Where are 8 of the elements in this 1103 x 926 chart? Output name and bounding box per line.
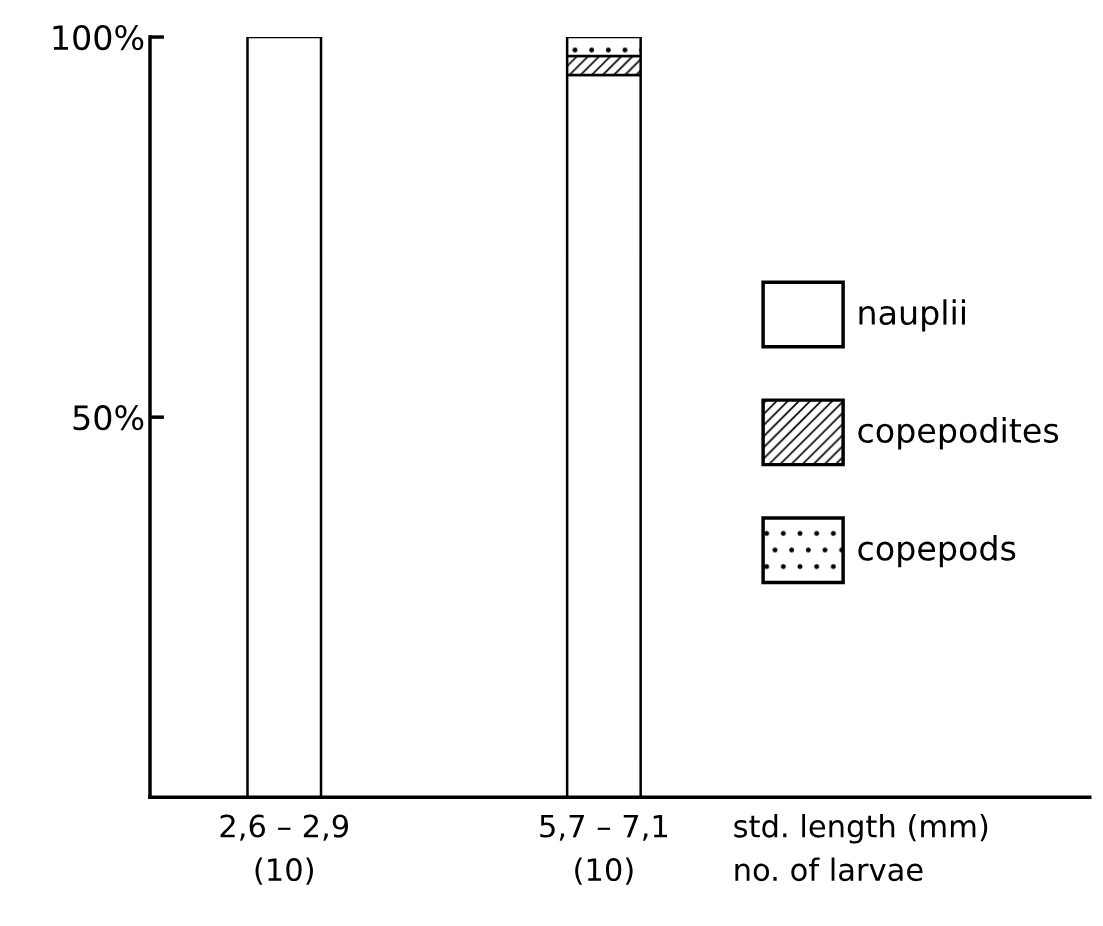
legend-label: nauplii — [859, 299, 965, 332]
y-tick-label: 100% — [53, 24, 144, 51]
x-tick-label: 5,7 – 7,1 (10) — [540, 814, 668, 885]
legend-label: copepods — [858, 534, 1016, 568]
legend-label: copepodites — [858, 417, 1059, 450]
x-axis-title: std. length (mm) no. of larvae — [734, 814, 988, 882]
y-tick-label: 50% — [73, 405, 144, 431]
x-tick-label: 2,6 – 2,9 (10) — [220, 814, 349, 885]
